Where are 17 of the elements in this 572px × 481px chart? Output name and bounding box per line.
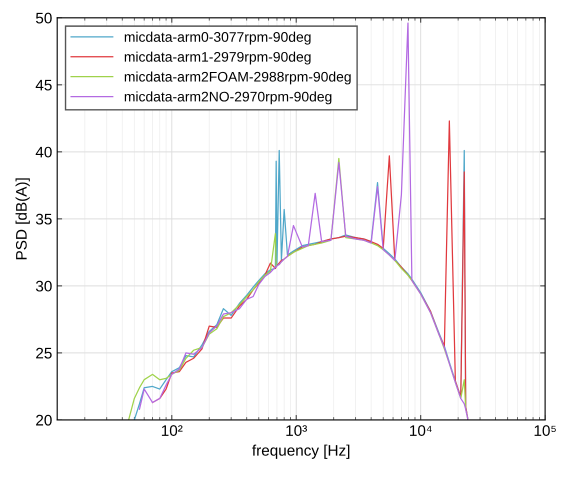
y-tick-label: 50 bbox=[36, 12, 52, 24]
x-tick-label: 10⁵ bbox=[534, 425, 556, 436]
x-tick-label: 10⁴ bbox=[410, 425, 432, 436]
y-tick-label: 45 bbox=[36, 80, 52, 91]
y-tick-label: 25 bbox=[36, 348, 52, 359]
x-axis-title: frequency [Hz] bbox=[252, 444, 350, 459]
legend-label: micdata-arm0-3077rpm-90deg bbox=[124, 32, 311, 45]
legend-label: micdata-arm2NO-2970rpm-90deg bbox=[124, 91, 332, 104]
legend-label: micdata-arm1-2979rpm-90deg bbox=[124, 52, 311, 65]
legend-label: micdata-arm2FOAM-2988rpm-90deg bbox=[124, 71, 351, 84]
y-tick-label: 30 bbox=[36, 280, 52, 292]
y-tick-label: 35 bbox=[36, 214, 52, 225]
x-tick-label: 10² bbox=[162, 425, 183, 436]
y-tick-label: 40 bbox=[36, 146, 52, 158]
y-axis-title: PSD [dB(A)] bbox=[16, 178, 30, 260]
y-tick-label: 20 bbox=[36, 414, 52, 426]
x-tick-label: 10³ bbox=[286, 425, 307, 436]
